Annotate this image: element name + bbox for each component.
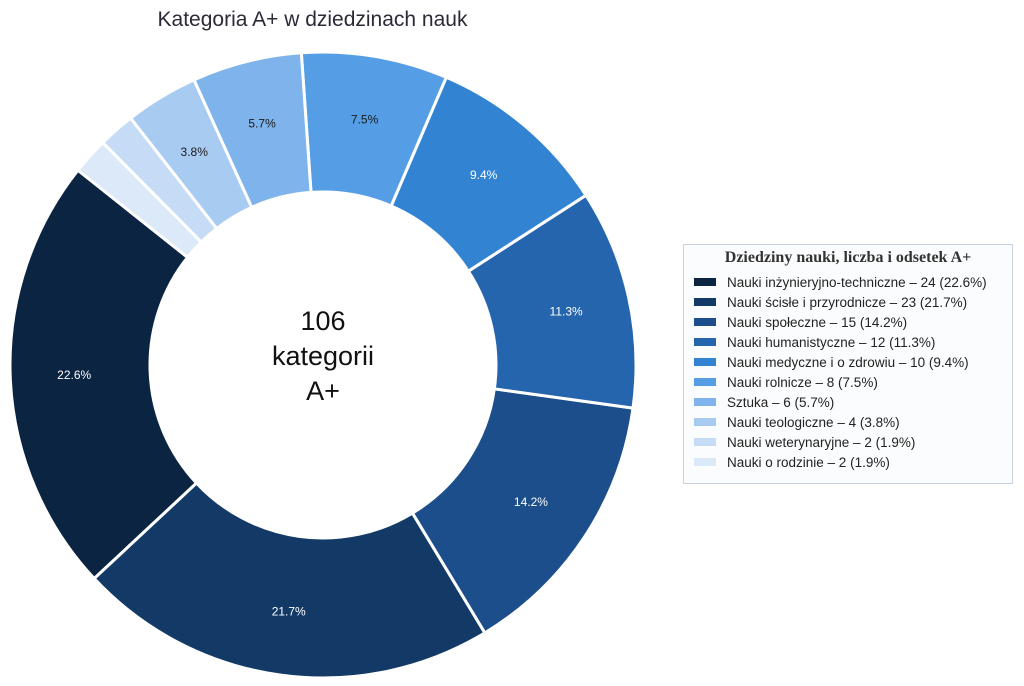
legend-item-label: Nauki teologiczne – 4 (3.8%) <box>727 414 900 430</box>
legend-item-label: Nauki ścisłe i przyrodnicze – 23 (21.7%) <box>727 294 968 310</box>
legend-item-label: Sztuka – 6 (5.7%) <box>727 394 835 410</box>
legend-item: Sztuka – 6 (5.7%) <box>694 392 1002 412</box>
legend-swatch <box>694 318 716 326</box>
slice-percent-label: 21.7% <box>272 605 306 619</box>
slice-percent-label: 22.6% <box>57 368 91 382</box>
legend-swatch <box>694 378 716 386</box>
legend-item: Nauki humanistyczne – 12 (11.3%) <box>694 332 1002 352</box>
slice-percent-label: 3.8% <box>181 145 209 159</box>
donut-slice <box>92 480 487 680</box>
legend-item-label: Nauki inżynieryjno-techniczne – 24 (22.6… <box>727 274 987 290</box>
legend-item: Nauki inżynieryjno-techniczne – 24 (22.6… <box>694 272 1002 292</box>
legend-swatch <box>694 278 716 286</box>
legend-item-label: Nauki weterynaryjne – 2 (1.9%) <box>727 434 916 450</box>
legend: Dziedziny nauki, liczba i odsetek A+ Nau… <box>683 244 1013 484</box>
legend-item: Nauki ścisłe i przyrodnicze – 23 (21.7%) <box>694 292 1002 312</box>
center-text-line-3: A+ <box>306 376 340 406</box>
legend-item: Nauki weterynaryjne – 2 (1.9%) <box>694 432 1002 452</box>
legend-item: Nauki medyczne i o zdrowiu – 10 (9.4%) <box>694 352 1002 372</box>
legend-swatch <box>694 298 716 306</box>
legend-swatch <box>694 398 716 406</box>
legend-title: Dziedziny nauki, liczba i odsetek A+ <box>724 249 972 266</box>
donut-slice <box>75 140 204 260</box>
legend-swatch <box>694 458 716 466</box>
slice-percent-label: 14.2% <box>514 495 548 509</box>
legend-swatch <box>694 358 716 366</box>
slice-percent-label: 9.4% <box>470 168 498 182</box>
donut-slices <box>8 50 638 680</box>
donut-chart: 22.6% 21.7% 14.2% 11.3% 9.4% 7.5% 5.7% 3.8% 106… <box>8 50 638 680</box>
legend-swatch <box>694 418 716 426</box>
legend-item: Nauki społeczne – 15 (14.2%) <box>694 312 1002 332</box>
center-text-line-1: 106 <box>300 306 345 336</box>
legend-item-label: Nauki społeczne – 15 (14.2%) <box>727 314 908 330</box>
legend-swatch <box>694 338 716 346</box>
slice-percent-label: 5.7% <box>248 117 276 131</box>
legend-item-label: Nauki rolnicze – 8 (7.5%) <box>727 374 878 390</box>
chart-title: Kategoria A+ w dziedzinach nauk <box>157 8 468 31</box>
slice-labels: 22.6% 21.7% 14.2% 11.3% 9.4% 7.5% 5.7% 3.8% <box>57 112 583 618</box>
legend-item: Nauki o rodzinie – 2 (1.9%) <box>694 452 1002 472</box>
center-text-line-2: kategorii <box>272 341 374 371</box>
legend-item: Nauki rolnicze – 8 (7.5%) <box>694 372 1002 392</box>
legend-item: Nauki teologiczne – 4 (3.8%) <box>694 412 1002 432</box>
legend-rows: Nauki inżynieryjno-techniczne – 24 (22.6… <box>694 272 1002 472</box>
donut-slice <box>8 168 199 581</box>
legend-item-label: Nauki medyczne i o zdrowiu – 10 (9.4%) <box>727 354 969 370</box>
legend-item-label: Nauki humanistyczne – 12 (11.3%) <box>727 334 936 350</box>
legend-item-label: Nauki o rodzinie – 2 (1.9%) <box>727 454 890 470</box>
legend-swatch <box>694 438 716 446</box>
slice-percent-label: 7.5% <box>351 112 379 126</box>
slice-percent-label: 11.3% <box>550 304 583 318</box>
